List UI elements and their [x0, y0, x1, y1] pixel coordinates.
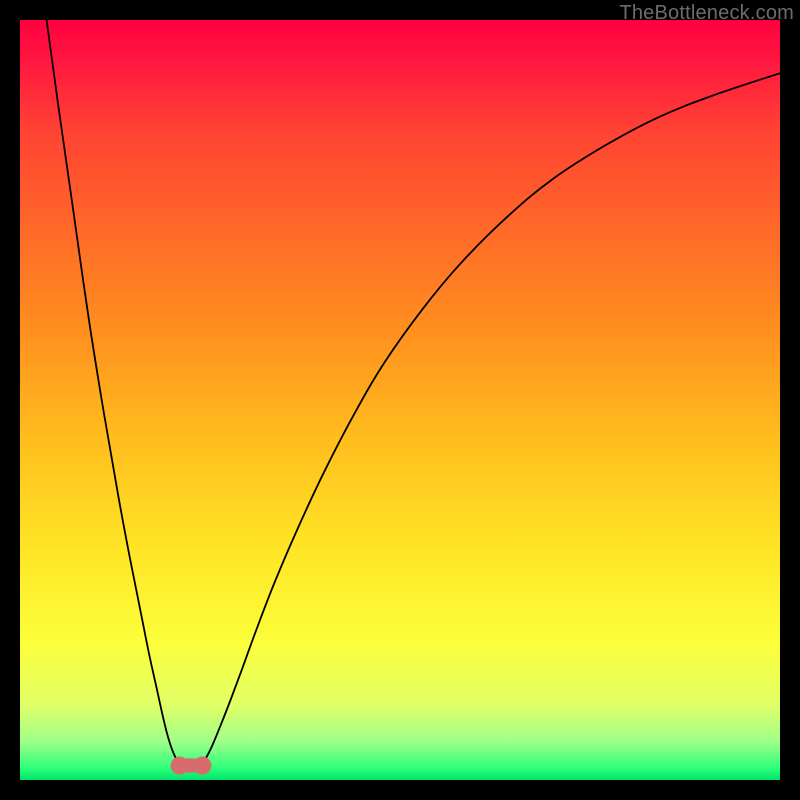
curve-right_branch [199, 73, 780, 766]
marker-well_left [171, 757, 189, 775]
chart-svg [20, 20, 780, 780]
plot-area [20, 20, 780, 780]
watermark-text: TheBottleneck.com [619, 2, 794, 25]
curve-left_branch [47, 20, 183, 766]
marker-well_right [193, 757, 211, 775]
chart-frame: TheBottleneck.com [0, 0, 800, 800]
